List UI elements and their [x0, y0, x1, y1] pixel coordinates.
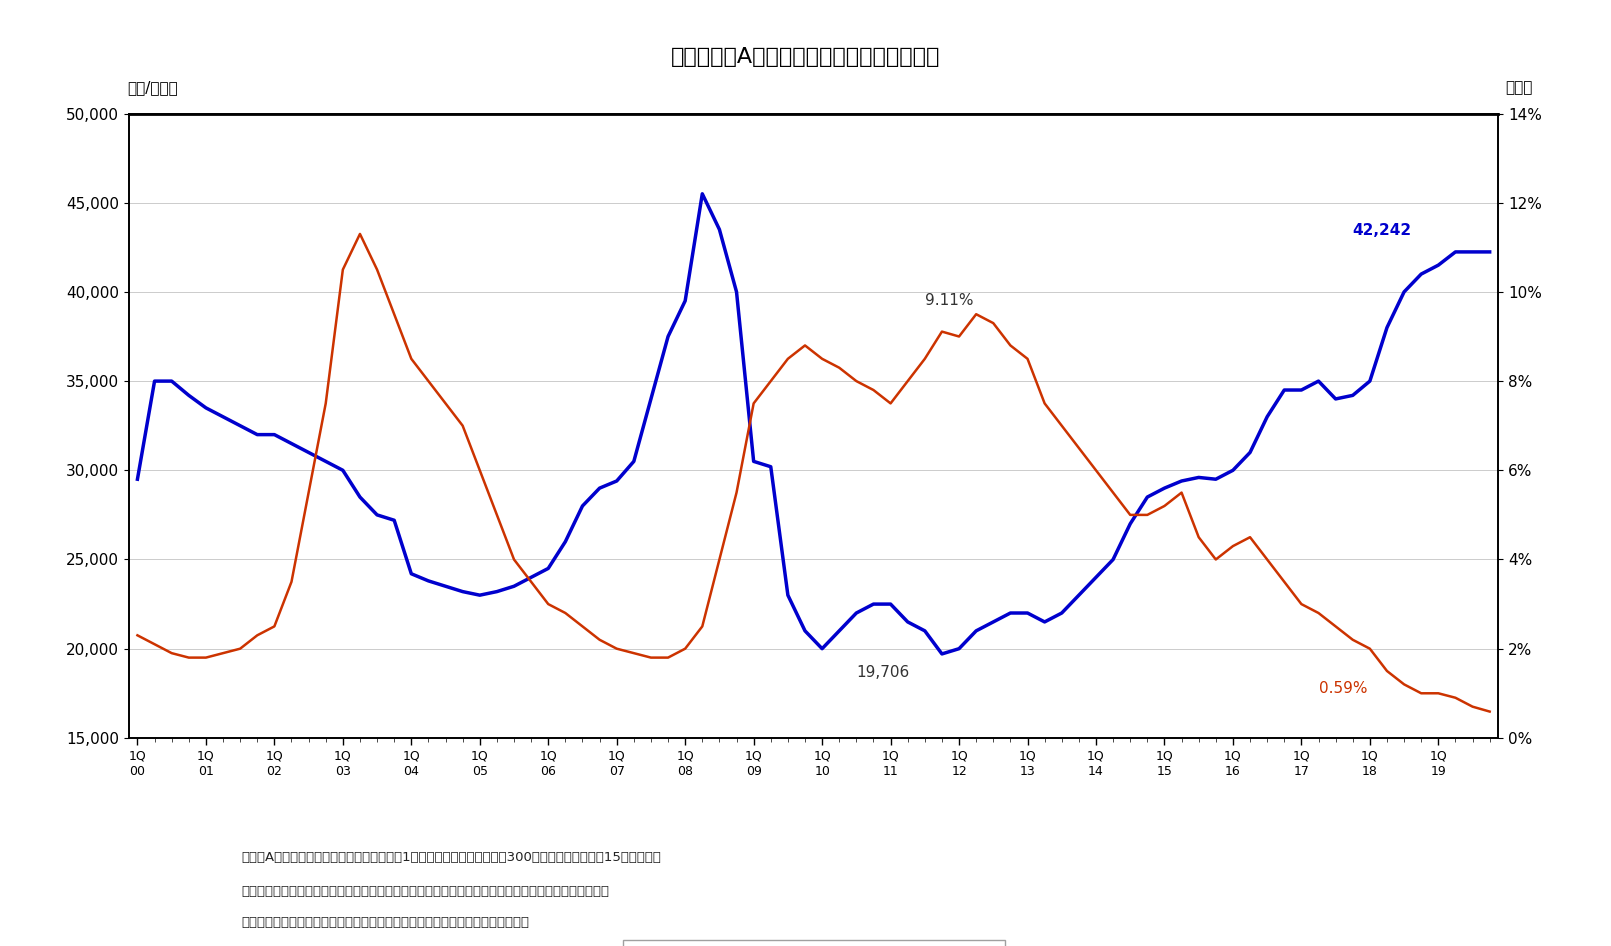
Text: （資料）空室率：三幸エステート、賃料：三幸エステート・ニッセイ基礎研究所: （資料）空室率：三幸エステート、賃料：三幸エステート・ニッセイ基礎研究所: [242, 916, 530, 929]
Text: 9.11%: 9.11%: [925, 293, 973, 308]
Text: 0.59%: 0.59%: [1318, 681, 1368, 696]
Text: 19,706: 19,706: [857, 665, 910, 680]
Text: 42,242: 42,242: [1353, 223, 1411, 237]
Legend: 賃料/月・坪（共益費除く）, 空室率（期末:右目盛): 賃料/月・坪（共益費除く）, 空室率（期末:右目盛): [622, 940, 1005, 946]
Text: （注）Aクラスビルは、エリア、延床面積（1万坪以上）、基準階面積（300坪以上）、築年数（15年以内）、: （注）Aクラスビルは、エリア、延床面積（1万坪以上）、基準階面積（300坪以上）…: [242, 851, 662, 865]
Text: 空室率: 空室率: [1505, 79, 1532, 95]
Text: 東京都心部Aクラスビルの空室率と成約賃料: 東京都心部Aクラスビルの空室率と成約賃料: [670, 47, 941, 67]
Text: （円/月坪）: （円/月坪）: [127, 79, 179, 95]
Text: 設備のガイドラインを基に、個別ビル単位で立地・建物特性を重視し三幸エステートが選定している。: 設備のガイドラインを基に、個別ビル単位で立地・建物特性を重視し三幸エステートが選…: [242, 885, 609, 898]
